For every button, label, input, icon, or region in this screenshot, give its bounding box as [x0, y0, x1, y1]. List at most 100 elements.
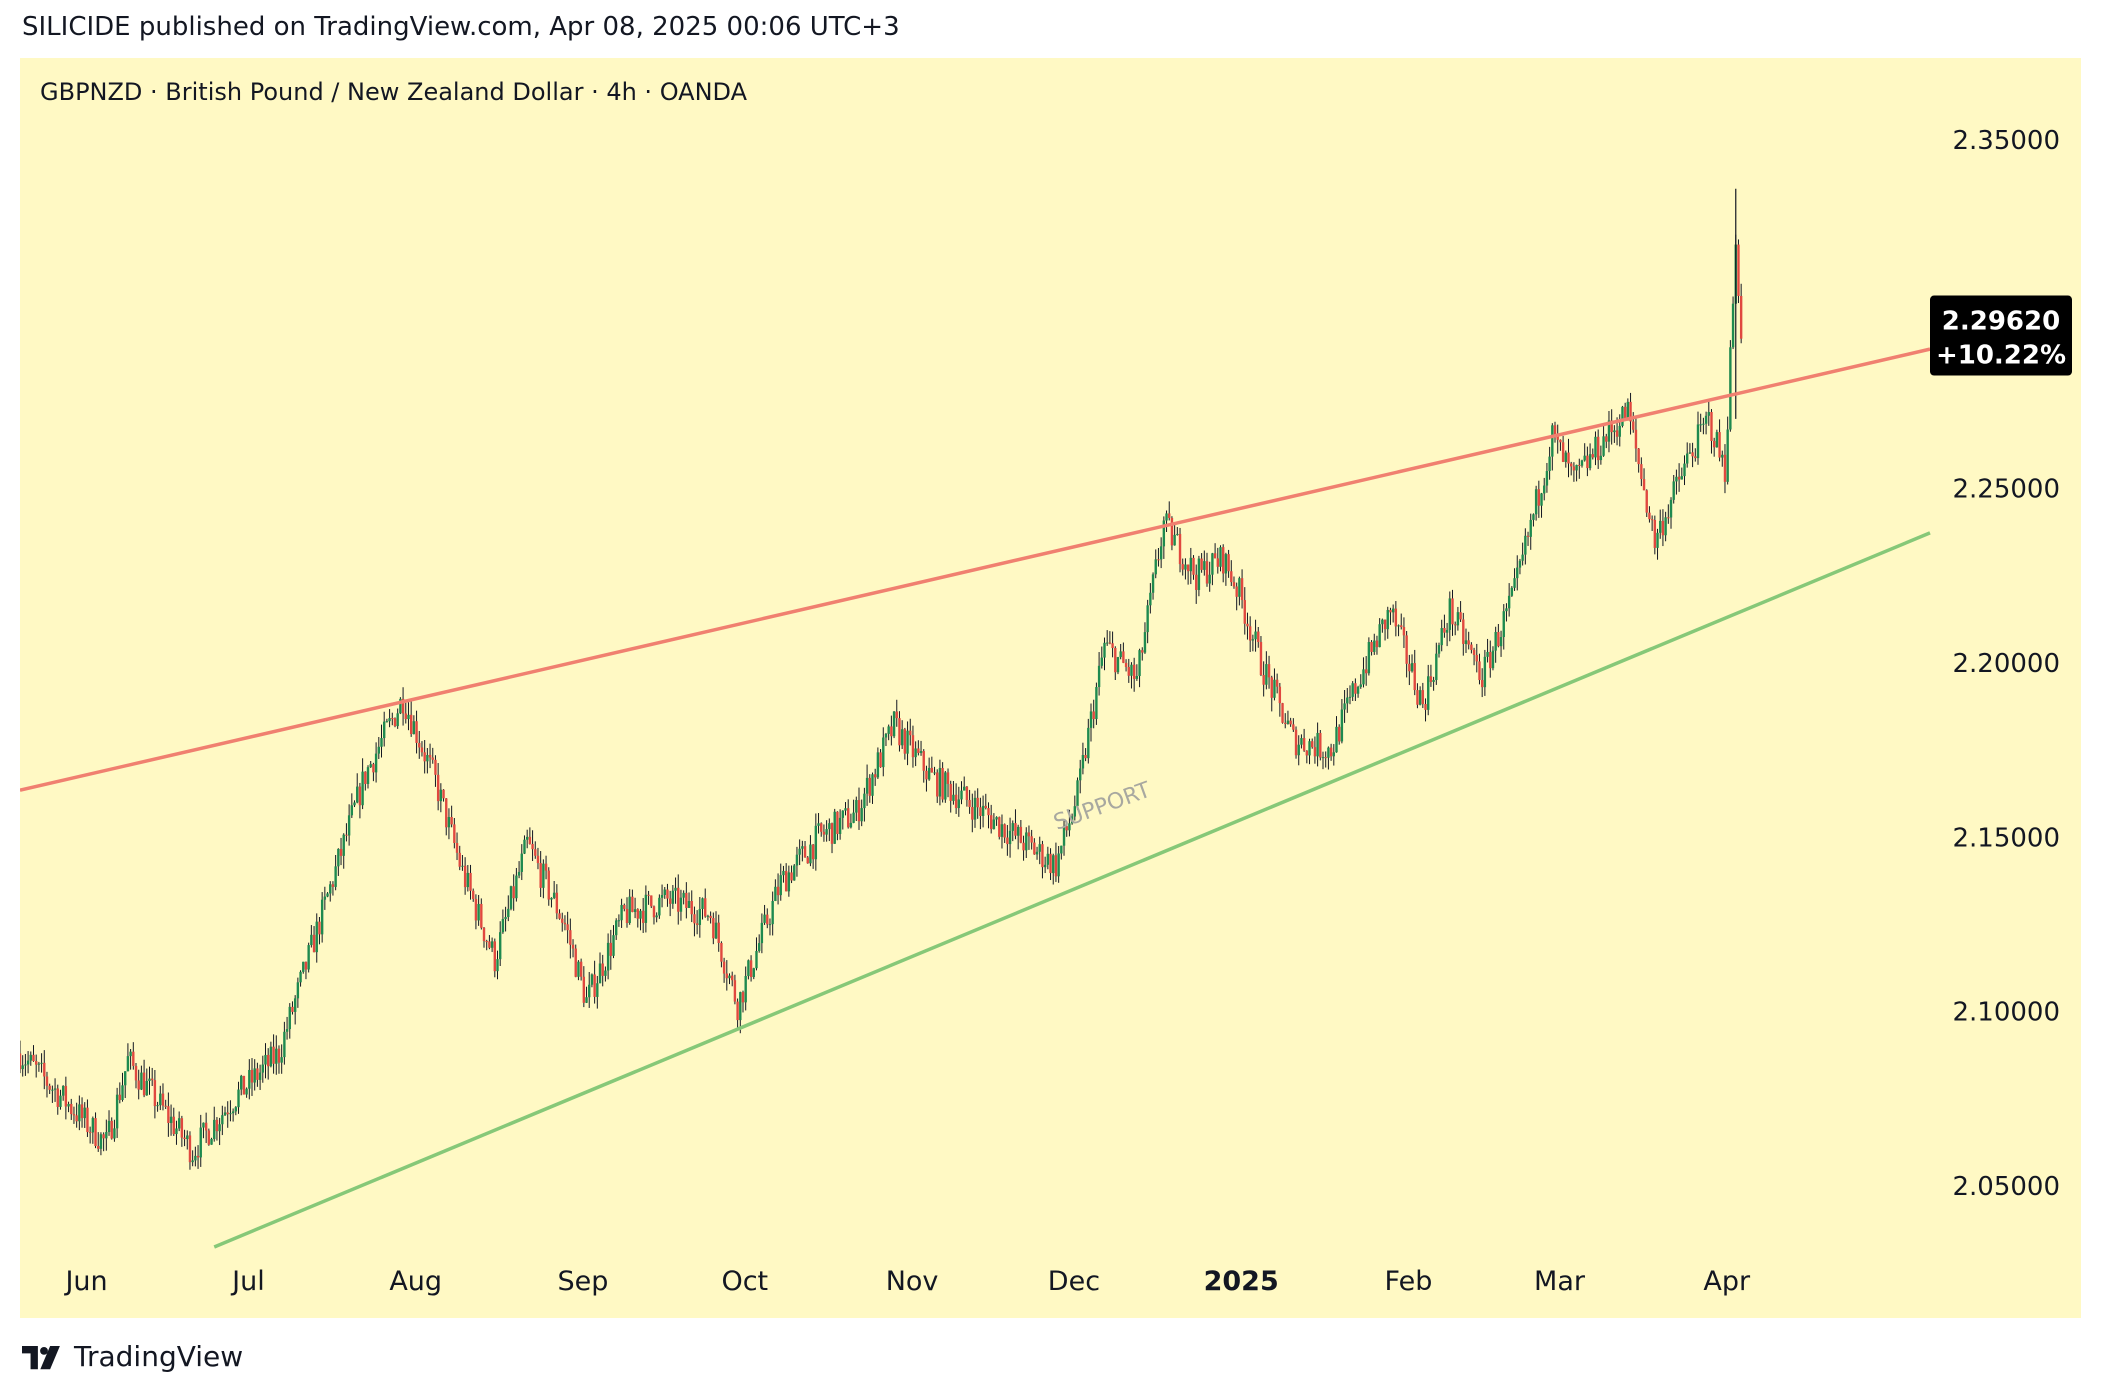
candle — [1737, 244, 1740, 296]
candle — [248, 1069, 251, 1089]
chart-title: GBPNZD · British Pound / New Zealand Dol… — [40, 78, 748, 106]
candle — [1516, 567, 1519, 579]
candle — [922, 751, 925, 771]
candle — [1386, 609, 1389, 630]
candle — [892, 711, 896, 737]
candle — [1205, 561, 1209, 584]
candle — [1281, 703, 1284, 723]
price-chart[interactable]: GBPNZD · British Pound / New Zealand Dol… — [20, 58, 2081, 1318]
candle — [809, 844, 812, 864]
candle — [199, 1127, 202, 1158]
candle — [760, 922, 764, 944]
candle — [1065, 826, 1068, 831]
candle — [1443, 628, 1446, 633]
candle — [938, 767, 942, 797]
candle — [1723, 454, 1727, 482]
candle — [455, 842, 459, 853]
candle — [720, 942, 723, 962]
candle — [264, 1054, 267, 1065]
candle — [40, 1062, 43, 1064]
candle — [952, 794, 955, 801]
candle — [984, 805, 987, 809]
candle — [949, 783, 952, 801]
candle — [132, 1051, 135, 1066]
candle — [1089, 711, 1093, 728]
candle — [1427, 676, 1430, 710]
candle — [623, 904, 626, 909]
footer-brand[interactable]: TradingView — [22, 1340, 243, 1373]
candle — [1073, 806, 1077, 817]
candle — [183, 1137, 186, 1140]
time-axis[interactable]: Jun Jul Aug Sep Oct Nov Dec 2025 Feb Mar Apr — [63, 1266, 1751, 1297]
candle — [598, 963, 602, 984]
candle — [463, 865, 467, 888]
candle — [1599, 455, 1603, 461]
candle — [369, 764, 372, 768]
candle — [126, 1056, 130, 1072]
candle — [1327, 747, 1330, 758]
candle — [310, 934, 313, 946]
candle — [204, 1122, 208, 1131]
candle — [1623, 406, 1627, 421]
candle — [1588, 454, 1592, 469]
candle — [1548, 456, 1551, 472]
chart-panel[interactable]: GBPNZD · British Pound / New Zealand Dol… — [20, 58, 2081, 1318]
y-tick-label: 2.20000 — [1952, 649, 2060, 679]
candle — [283, 1031, 286, 1058]
candle — [787, 872, 791, 892]
candle — [1402, 627, 1406, 636]
candle — [1375, 640, 1379, 648]
candle — [377, 746, 380, 754]
candle — [704, 898, 707, 917]
candle — [1356, 686, 1360, 694]
candle — [1453, 624, 1457, 626]
candle — [882, 737, 885, 768]
candle — [1297, 744, 1300, 756]
candle — [339, 848, 343, 856]
candle — [652, 906, 656, 918]
last-price-value: 2.29620 — [1942, 307, 2060, 337]
candle — [1000, 824, 1004, 837]
candle — [1240, 578, 1244, 601]
candle — [609, 942, 613, 956]
candle — [1677, 476, 1681, 480]
candle — [477, 903, 480, 921]
candle — [102, 1134, 105, 1139]
candle — [1362, 669, 1365, 685]
candle — [547, 870, 550, 900]
candle — [1726, 429, 1729, 482]
candle — [1556, 435, 1559, 440]
candle — [725, 973, 729, 979]
candle — [110, 1120, 113, 1139]
candle — [968, 799, 971, 808]
candle — [1507, 595, 1511, 609]
candle — [1122, 651, 1125, 663]
candle — [782, 870, 785, 876]
candle — [936, 772, 939, 797]
candle — [1343, 703, 1346, 710]
candle — [714, 922, 718, 939]
candle — [1456, 612, 1460, 626]
candle — [272, 1046, 275, 1064]
candle — [1332, 752, 1335, 757]
candle — [177, 1118, 181, 1129]
candle — [507, 908, 510, 918]
candle — [221, 1115, 224, 1125]
candle — [693, 914, 696, 924]
candle — [1364, 669, 1368, 674]
candle — [830, 823, 834, 844]
candle — [240, 1075, 243, 1090]
candle — [350, 805, 354, 816]
candle — [631, 896, 634, 913]
candle — [472, 890, 475, 899]
candle — [215, 1119, 219, 1132]
candle — [795, 854, 799, 866]
candle — [706, 915, 710, 917]
candle — [509, 886, 513, 909]
price-axis[interactable]: 2.05000 2.10000 2.15000 2.20000 2.25000 2.350… — [1952, 126, 2060, 1202]
candle — [1669, 499, 1673, 518]
candle — [1008, 830, 1012, 845]
candle — [299, 971, 302, 983]
x-tick-label: Jun — [63, 1266, 107, 1297]
candle — [1302, 738, 1306, 751]
